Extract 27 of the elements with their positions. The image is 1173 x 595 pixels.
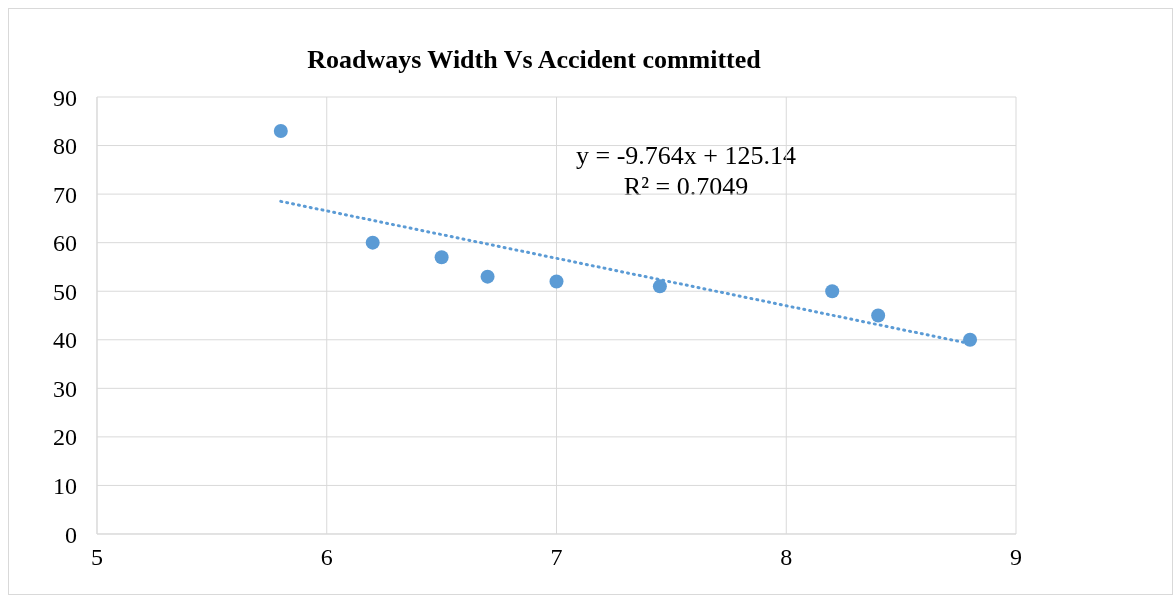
point (825, 284, 840, 299)
x-tick-label: 7 (550, 544, 563, 571)
point (549, 274, 564, 289)
x-tick-label: 8 (780, 544, 793, 571)
y-tick-label: 0 (65, 521, 77, 548)
chart-title: Roadways Width Vs Accident committed (306, 45, 762, 75)
x-tick-label: 6 (320, 544, 333, 571)
y-tick-label: 50 (53, 278, 77, 305)
point (871, 308, 886, 323)
y-tick-label: 70 (53, 181, 77, 208)
y-tick-label: 80 (53, 133, 77, 160)
x-tick-label: 5 (91, 544, 103, 571)
y-tick-label: 60 (53, 230, 77, 257)
point (273, 123, 288, 138)
annotation: R² = 0.7049 (622, 172, 750, 202)
annotation: y = -9.764x + 125.14 (575, 141, 797, 171)
x-tick-label: 9 (1010, 544, 1022, 571)
y-tick-label: 20 (53, 424, 77, 451)
y-tick-label: 90 (53, 84, 77, 111)
y-tick-label: 40 (53, 327, 77, 354)
point (365, 235, 380, 250)
point (434, 250, 449, 265)
point (652, 279, 667, 294)
point (963, 332, 978, 347)
y-tick-label: 10 (53, 472, 77, 499)
point (480, 269, 495, 284)
y-tick-label: 30 (53, 375, 77, 402)
